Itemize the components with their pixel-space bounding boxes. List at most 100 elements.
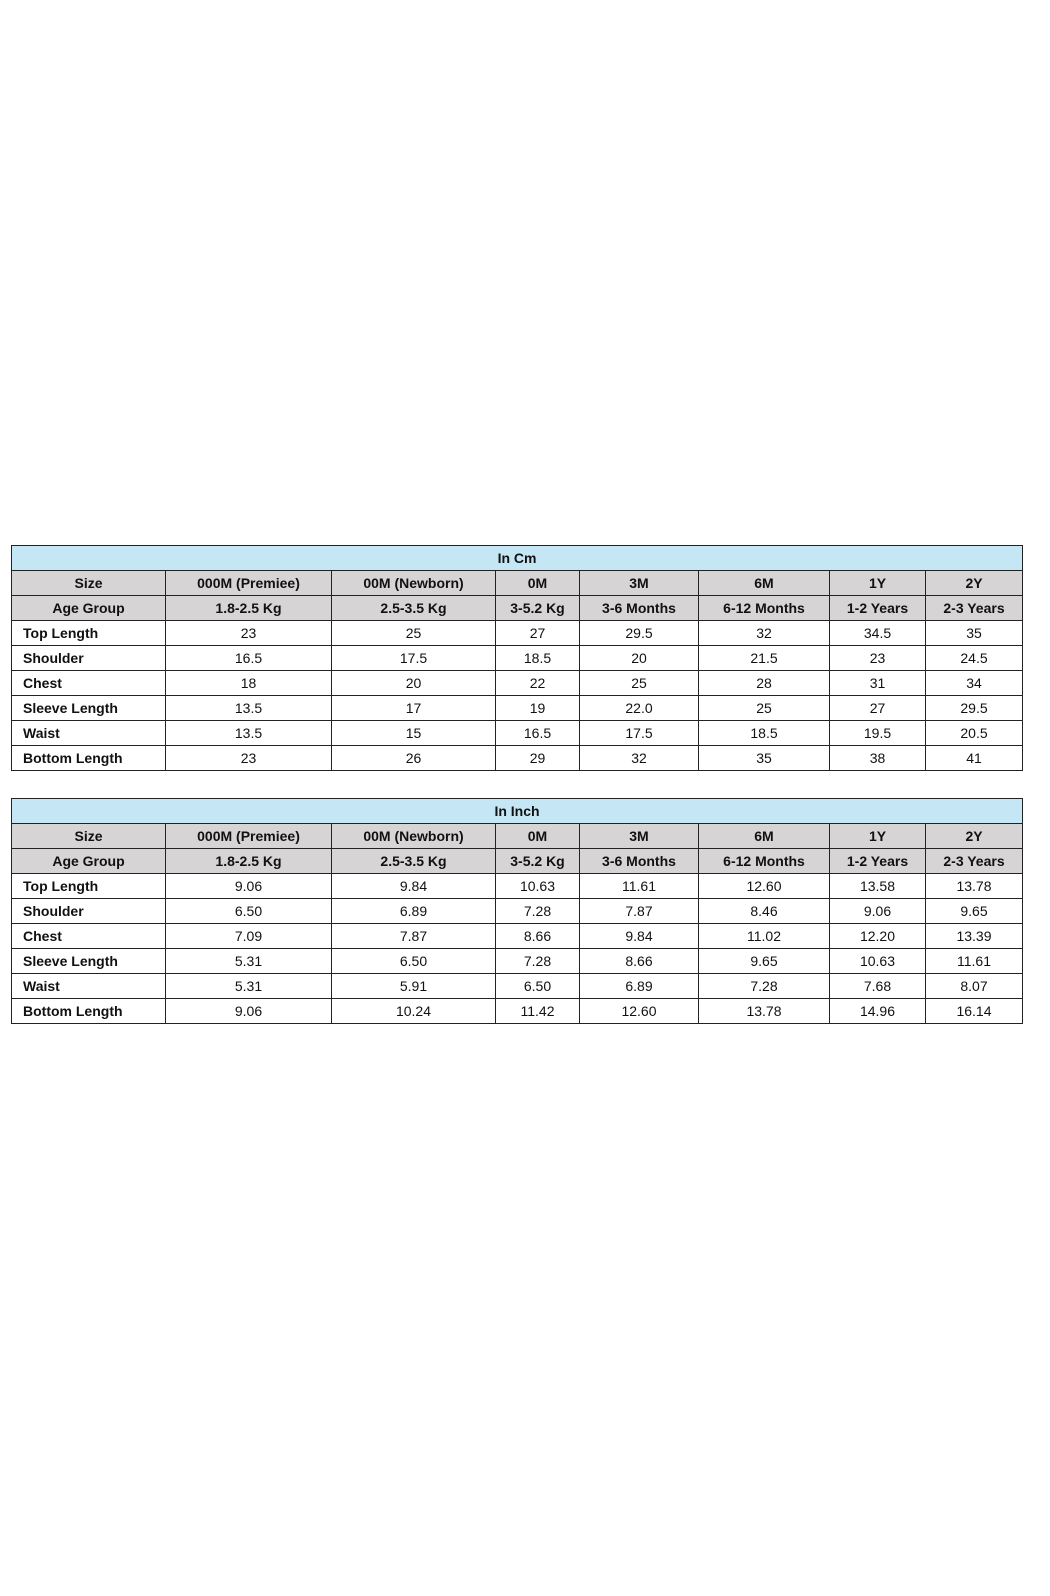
size-table-cm: In Cm Size 000M (Premiee) 00M (Newborn) 0M 3M…	[10, 545, 1024, 771]
header-cell: 0M	[495, 570, 580, 596]
row-label: Sleeve Length	[11, 695, 166, 721]
table-cell: 17.5	[331, 645, 496, 671]
table-cell: 8.66	[579, 948, 699, 974]
table-cell: 22.0	[579, 695, 699, 721]
table-cell: 6.50	[331, 948, 496, 974]
table-cell: 9.84	[579, 923, 699, 949]
table-cell: 11.61	[925, 948, 1023, 974]
size-header-row: Size 000M (Premiee) 00M (Newborn) 0M 3M 6M 1Y 2…	[11, 823, 1023, 849]
row-label: Top Length	[11, 620, 166, 646]
table-cell: 21.5	[698, 645, 830, 671]
table-row: Shoulder 6.50 6.89 7.28 7.87 8.46 9.06 9.65	[11, 898, 1023, 924]
header-cell: 2Y	[924, 570, 1024, 596]
table-cell: 16.5	[495, 720, 580, 746]
table-cell: 11.02	[698, 923, 830, 949]
table-cell: 13.5	[165, 695, 332, 721]
header-cell: 1.8-2.5 Kg	[165, 595, 332, 621]
table-cell: 29.5	[924, 695, 1024, 721]
row-label: Shoulder	[11, 645, 166, 671]
table-cell: 6.89	[331, 898, 496, 924]
header-cell: 000M (Premiee)	[165, 823, 332, 849]
header-label: Age Group	[11, 595, 166, 621]
table-cell: 6.89	[579, 973, 699, 999]
table-row: Chest 7.09 7.87 8.66 9.84 11.02 12.20 13.39	[11, 923, 1023, 949]
header-cell: 1-2 Years	[829, 595, 926, 621]
table-cell: 29.5	[579, 620, 699, 646]
header-cell: 3M	[579, 823, 699, 849]
header-cell: 0M	[495, 823, 580, 849]
header-label: Size	[11, 570, 166, 596]
age-group-header-row: Age Group 1.8-2.5 Kg 2.5-3.5 Kg 3-5.2 Kg 3-6…	[11, 848, 1023, 874]
table-cell: 26	[331, 745, 496, 771]
table-cell: 17.5	[579, 720, 699, 746]
table-cell: 19	[495, 695, 580, 721]
table-cell: 20	[579, 645, 699, 671]
size-header-row: Size 000M (Premiee) 00M (Newborn) 0M 3M 6M 1Y 2…	[11, 570, 1024, 596]
table-cell: 8.46	[698, 898, 830, 924]
table-cell: 35	[924, 620, 1024, 646]
table-cell: 9.84	[331, 873, 496, 899]
row-label: Waist	[11, 720, 166, 746]
table-cell: 7.28	[495, 948, 580, 974]
header-cell: 00M (Newborn)	[331, 570, 496, 596]
header-cell: 3-6 Months	[579, 595, 699, 621]
header-cell: 3-5.2 Kg	[495, 595, 580, 621]
table-cell: 13.39	[925, 923, 1023, 949]
table-cell: 25	[579, 670, 699, 696]
header-cell: 1.8-2.5 Kg	[165, 848, 332, 874]
table-cell: 34	[924, 670, 1024, 696]
table-cell: 9.65	[925, 898, 1023, 924]
row-label: Shoulder	[11, 898, 166, 924]
header-cell: 2.5-3.5 Kg	[331, 595, 496, 621]
table-row: Sleeve Length 5.31 6.50 7.28 8.66 9.65 10.63 11…	[11, 948, 1023, 974]
table-cell: 7.28	[495, 898, 580, 924]
table-cell: 7.68	[829, 973, 926, 999]
table-cell: 6.50	[165, 898, 332, 924]
header-cell: 2.5-3.5 Kg	[331, 848, 496, 874]
table-cell: 7.09	[165, 923, 332, 949]
table-cell: 10.63	[829, 948, 926, 974]
table-cell: 11.61	[579, 873, 699, 899]
header-cell: 6-12 Months	[698, 848, 830, 874]
table-cell: 28	[698, 670, 830, 696]
table-cell: 27	[829, 695, 926, 721]
table-cell: 9.06	[165, 998, 332, 1024]
table-cell: 18.5	[698, 720, 830, 746]
table-cell: 10.63	[495, 873, 580, 899]
table-row: Shoulder 16.5 17.5 18.5 20 21.5 23 24.5	[11, 645, 1024, 671]
table-cell: 12.60	[579, 998, 699, 1024]
table-cell: 27	[495, 620, 580, 646]
table-cell: 16.5	[165, 645, 332, 671]
table-row: Bottom Length 9.06 10.24 11.42 12.60 13.78 14.…	[11, 998, 1023, 1024]
table-cell: 8.07	[925, 973, 1023, 999]
table-cell: 17	[331, 695, 496, 721]
table-cell: 9.06	[165, 873, 332, 899]
row-label: Chest	[11, 923, 166, 949]
row-label: Chest	[11, 670, 166, 696]
header-cell: 00M (Newborn)	[331, 823, 496, 849]
table-cell: 23	[165, 620, 332, 646]
row-label: Waist	[11, 973, 166, 999]
header-cell: 3-5.2 Kg	[495, 848, 580, 874]
header-cell: 6M	[698, 823, 830, 849]
table-cell: 22	[495, 670, 580, 696]
header-cell: 1Y	[829, 570, 926, 596]
table-row: Top Length 23 25 27 29.5 32 34.5 35	[11, 620, 1024, 646]
table-cell: 12.20	[829, 923, 926, 949]
table-cell: 13.5	[165, 720, 332, 746]
table-cell: 19.5	[829, 720, 926, 746]
header-cell: 3-6 Months	[579, 848, 699, 874]
table-cell: 20	[331, 670, 496, 696]
table-cell: 32	[579, 745, 699, 771]
table-cell: 13.58	[829, 873, 926, 899]
table-row: Sleeve Length 13.5 17 19 22.0 25 27 29.5	[11, 695, 1024, 721]
header-label: Size	[11, 823, 166, 849]
table-row: Waist 13.5 15 16.5 17.5 18.5 19.5 20.5	[11, 720, 1024, 746]
header-cell: 2Y	[925, 823, 1023, 849]
table-title: In Inch	[11, 798, 1023, 824]
header-cell: 2-3 Years	[925, 848, 1023, 874]
size-table-inch: In Inch Size 000M (Premiee) 00M (Newborn) 0M…	[11, 798, 1023, 1024]
table-cell: 23	[829, 645, 926, 671]
table-cell: 10.24	[331, 998, 496, 1024]
table-cell: 20.5	[924, 720, 1024, 746]
